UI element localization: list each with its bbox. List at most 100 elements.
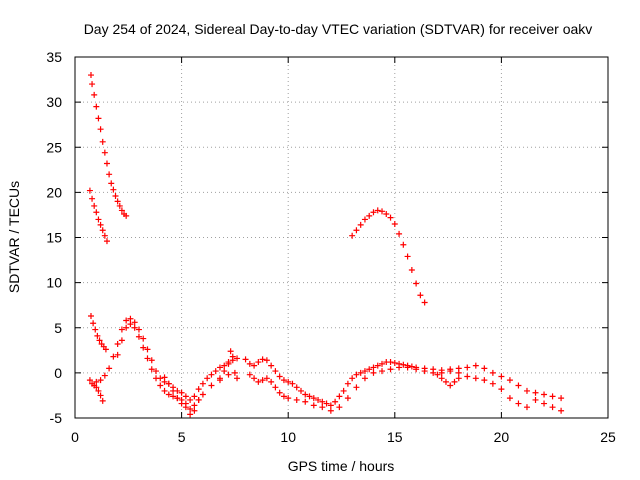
data-point (302, 391, 309, 398)
data-point (93, 384, 100, 391)
series-main-band-lower (114, 321, 565, 418)
data-point (170, 393, 177, 400)
data-point (127, 321, 134, 328)
data-point (135, 326, 142, 333)
data-point (374, 207, 381, 214)
data-point (123, 317, 130, 324)
data-point (451, 378, 458, 385)
data-point (515, 382, 522, 389)
data-point (319, 404, 326, 411)
data-point (101, 149, 108, 156)
data-point (127, 315, 134, 322)
data-point (361, 368, 368, 375)
data-point (187, 396, 194, 403)
data-point (391, 359, 398, 366)
y-tick-label: 5 (54, 320, 62, 336)
data-point (472, 362, 479, 369)
data-point (272, 384, 279, 391)
data-point (114, 351, 121, 358)
data-point (430, 369, 437, 376)
data-point (353, 384, 360, 391)
data-point (280, 393, 287, 400)
data-point (481, 365, 488, 372)
data-point (87, 313, 94, 320)
data-point (327, 402, 334, 409)
data-point (472, 375, 479, 382)
data-point (161, 374, 168, 381)
data-point (498, 373, 505, 380)
data-point (234, 355, 241, 362)
series-main-band-upper (93, 315, 565, 409)
data-point (391, 220, 398, 227)
data-point (97, 221, 104, 228)
data-point (336, 404, 343, 411)
x-tick-label: 0 (71, 429, 79, 445)
data-point (276, 373, 283, 380)
data-point (101, 372, 108, 379)
data-point (251, 375, 258, 382)
data-point (178, 400, 185, 407)
data-point (110, 186, 117, 193)
data-point (191, 402, 198, 409)
data-point (178, 389, 185, 396)
data-point (148, 366, 155, 373)
data-point (549, 404, 556, 411)
data-point (93, 378, 100, 385)
data-point (361, 375, 368, 382)
data-point (91, 91, 98, 98)
data-point (259, 356, 266, 363)
series-arc-midday-patch (216, 348, 241, 382)
data-point (93, 209, 100, 216)
data-point (349, 232, 356, 239)
data-point (227, 348, 234, 355)
data-point (140, 335, 147, 342)
data-point (95, 115, 102, 122)
y-tick-label: 0 (54, 365, 62, 381)
data-point (89, 81, 96, 88)
data-point (442, 378, 449, 385)
data-point (315, 396, 322, 403)
data-point (413, 280, 420, 287)
data-point (106, 171, 113, 178)
data-point (438, 369, 445, 376)
plot-frame (74, 56, 609, 419)
data-point (170, 387, 177, 394)
data-point (263, 357, 270, 364)
data-point (229, 353, 236, 360)
data-point (112, 192, 119, 199)
series-arc-small-early (86, 377, 106, 404)
data-point (99, 397, 106, 404)
data-point (89, 195, 96, 202)
data-point (327, 407, 334, 414)
data-point (464, 364, 471, 371)
data-point (541, 400, 548, 407)
data-point (379, 360, 386, 367)
data-point (532, 396, 539, 403)
data-point (374, 362, 381, 369)
data-point (221, 362, 228, 369)
data-point (438, 375, 445, 382)
data-point (396, 364, 403, 371)
data-point (99, 227, 106, 234)
data-point (332, 398, 339, 405)
data-point (421, 368, 428, 375)
data-point (310, 395, 317, 402)
data-point (400, 241, 407, 248)
y-tick-label: 10 (46, 275, 62, 291)
data-point (276, 389, 283, 396)
data-point (161, 387, 168, 394)
x-tick-label: 15 (387, 429, 403, 445)
data-point (225, 371, 232, 378)
x-tick-label: 10 (280, 429, 296, 445)
data-point (293, 384, 300, 391)
data-point (361, 216, 368, 223)
data-point (187, 411, 194, 418)
data-point (408, 266, 415, 273)
data-point (131, 319, 138, 326)
data-point (208, 371, 215, 378)
data-point (251, 362, 258, 369)
data-point (523, 404, 530, 411)
data-point (532, 389, 539, 396)
data-point (268, 362, 275, 369)
